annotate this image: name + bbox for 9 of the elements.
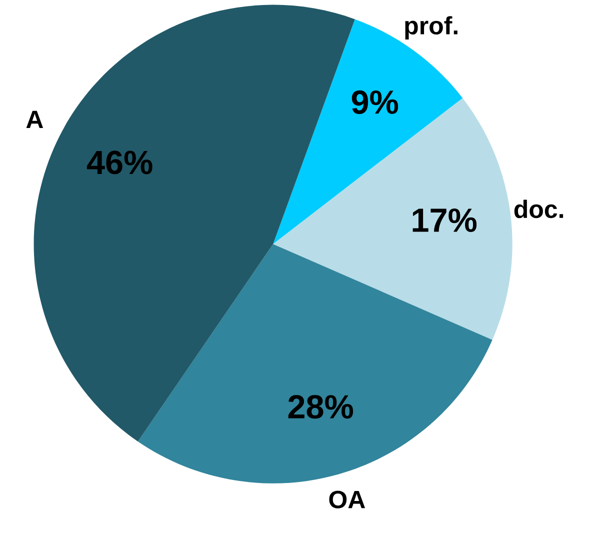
slice-label: OA — [329, 490, 366, 508]
data-label: 17% — [412, 208, 477, 232]
data-label: 28% — [288, 395, 354, 419]
slice-label: prof. — [405, 16, 458, 40]
data-label: 9% — [352, 90, 398, 114]
pie-slice — [138, 244, 492, 484]
slice-label: doc. — [514, 200, 564, 218]
data-label: 46% — [86, 150, 152, 174]
slice-label: A — [26, 110, 44, 128]
